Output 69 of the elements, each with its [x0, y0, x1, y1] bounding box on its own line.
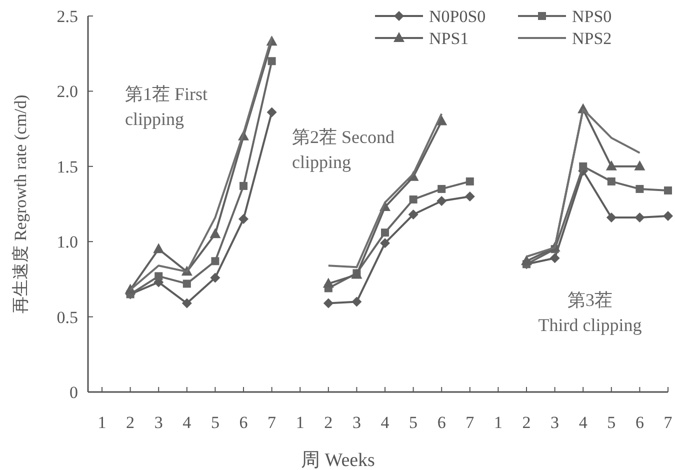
x-tick-label: 2	[522, 413, 531, 432]
x-tick-label: 6	[437, 413, 446, 432]
x-tick-label: 1	[296, 413, 304, 432]
y-tick-label: 1.5	[56, 157, 78, 176]
point	[579, 162, 588, 170]
x-tick-label: 1	[98, 413, 106, 432]
point	[606, 160, 617, 170]
point	[352, 296, 362, 307]
y-tick-label: 0	[70, 383, 78, 402]
x-tick-label: 4	[578, 413, 588, 432]
x-tick-label: 4	[380, 413, 390, 432]
point	[663, 211, 673, 222]
annotation: 第2茬 Second clipping	[292, 127, 394, 172]
annotation: 第1茬 First clipping	[125, 84, 208, 129]
point	[607, 177, 616, 186]
point	[153, 243, 164, 254]
x-tick-label: 4	[182, 413, 192, 432]
point	[550, 253, 560, 264]
x-tick-label: 5	[210, 413, 220, 432]
point	[182, 298, 192, 308]
point	[606, 212, 616, 223]
point	[210, 228, 221, 238]
point	[636, 184, 644, 193]
x-tick-label: 3	[352, 413, 361, 432]
point	[634, 160, 646, 170]
y-tick-label: 1.0	[56, 232, 78, 252]
x-axis-title: 周 Weeks	[301, 450, 375, 470]
point	[438, 184, 446, 193]
x-tick-label: 3	[154, 413, 163, 432]
x-tick-label: 2	[126, 413, 135, 432]
x-tick-label: 6	[635, 413, 644, 432]
point	[381, 228, 389, 237]
x-tick-label: 2	[324, 413, 333, 432]
annotation: 第3茬 Third clipping	[538, 290, 642, 335]
point	[266, 107, 277, 118]
x-tick-label: 1	[494, 413, 502, 432]
y-tick-label: 2.5	[56, 7, 78, 26]
legend-label: NPS0	[572, 7, 612, 26]
legend-label: NPS2	[572, 29, 612, 48]
y-tick-label: 0.5	[56, 308, 78, 327]
legend-label: N0P0S0	[429, 7, 486, 26]
point	[380, 238, 390, 248]
y-axis-title: 再生速度 Regrowth rate (cm/d)	[11, 94, 30, 314]
point	[154, 272, 163, 280]
point	[182, 280, 191, 288]
point	[238, 214, 248, 224]
x-tick-label: 7	[664, 413, 673, 432]
point	[210, 272, 220, 283]
y-tick-label: 2.0	[56, 82, 78, 102]
point	[521, 255, 532, 266]
point	[268, 57, 276, 66]
point	[466, 177, 474, 186]
point	[664, 186, 672, 194]
point	[240, 182, 248, 190]
x-tick-label: 5	[607, 413, 616, 432]
point	[323, 298, 334, 308]
point	[464, 191, 475, 202]
point	[436, 196, 447, 206]
x-tick-label: 5	[409, 413, 418, 432]
point	[322, 278, 334, 288]
legend-label: NPS1	[429, 29, 469, 48]
point	[211, 257, 220, 266]
x-tick-label: 3	[550, 413, 560, 432]
point	[408, 210, 418, 220]
point	[634, 212, 645, 223]
x-tick-label: 6	[239, 413, 248, 432]
x-tick-label: 7	[268, 413, 277, 432]
x-tick-label: 7	[466, 413, 475, 432]
point	[409, 195, 418, 204]
